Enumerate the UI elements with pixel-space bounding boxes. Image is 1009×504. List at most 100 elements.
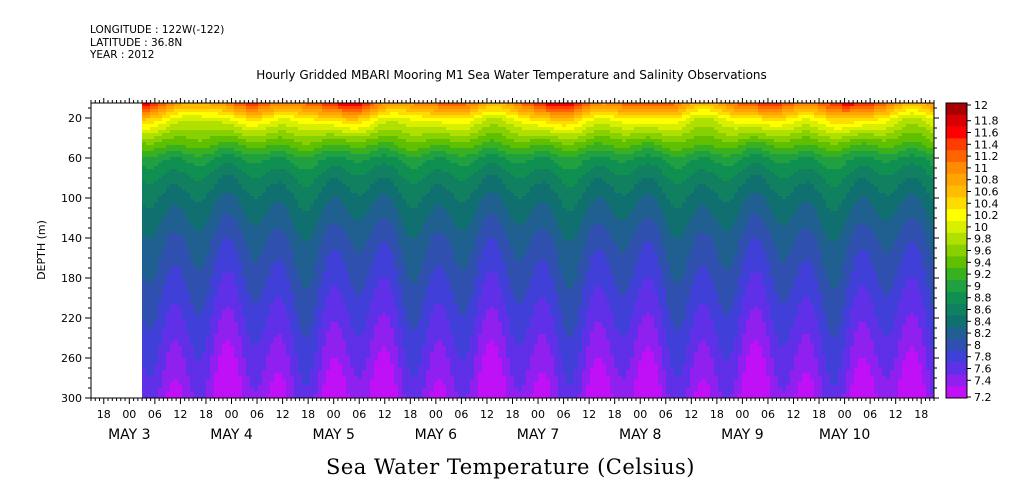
heatmap-cell [150, 205, 155, 209]
heatmap-cell [158, 130, 163, 134]
heatmap-cell [182, 268, 187, 272]
heatmap-cell [310, 190, 315, 194]
heatmap-cell [174, 379, 179, 383]
heatmap-cell [286, 244, 291, 248]
heatmap-cell [186, 304, 191, 308]
heatmap-cell [206, 328, 211, 332]
heatmap-cell [178, 268, 183, 272]
heatmap-cell [178, 187, 183, 191]
heatmap-cell [266, 130, 271, 134]
heatmap-cell [278, 340, 283, 344]
heatmap-cell [166, 370, 171, 374]
heatmap-cell [314, 355, 319, 359]
heatmap-cell [222, 376, 227, 380]
heatmap-cell [250, 307, 255, 311]
heatmap-cell [166, 283, 171, 287]
heatmap-cell [246, 394, 251, 398]
heatmap-cell [158, 112, 163, 116]
heatmap-cell [322, 274, 327, 278]
heatmap-cell [178, 250, 183, 254]
heatmap-cell [242, 355, 247, 359]
heatmap-cell [246, 238, 251, 242]
heatmap-cell [210, 202, 215, 206]
heatmap-cell [302, 370, 307, 374]
heatmap-cell [222, 289, 227, 293]
heatmap-cell [246, 274, 251, 278]
heatmap-cell [166, 247, 171, 251]
heatmap-cell [254, 265, 259, 269]
heatmap-cell [142, 241, 147, 245]
heatmap-cell [274, 352, 279, 356]
heatmap-cell [158, 331, 163, 335]
heatmap-cell [254, 376, 259, 380]
heatmap-cell [198, 127, 203, 131]
heatmap-cell [210, 340, 215, 344]
heatmap-cell [210, 169, 215, 173]
heatmap-cell [266, 163, 271, 167]
heatmap-cell [262, 376, 267, 380]
heatmap-cell [286, 316, 291, 320]
heatmap-cell [146, 169, 151, 173]
heatmap-cell [222, 175, 227, 179]
heatmap-cell [282, 202, 287, 206]
heatmap-cell [274, 190, 279, 194]
heatmap-cell [302, 331, 307, 335]
heatmap-cell [150, 133, 155, 137]
heatmap-cell [278, 229, 283, 233]
heatmap-cell [282, 178, 287, 182]
heatmap-cell [294, 286, 299, 290]
heatmap-cell [162, 232, 167, 236]
heatmap-cell [290, 172, 295, 176]
heatmap-cell [158, 286, 163, 290]
heatmap-cell [298, 106, 303, 110]
heatmap-cell [218, 334, 223, 338]
heatmap-cell [326, 130, 331, 134]
heatmap-cell [310, 151, 315, 155]
heatmap-cell [298, 376, 303, 380]
heatmap-cell [194, 268, 199, 272]
heatmap-cell [290, 145, 295, 149]
heatmap-cell [166, 136, 171, 140]
heatmap-cell [150, 187, 155, 191]
heatmap-cell [290, 391, 295, 395]
heatmap-cell [258, 241, 263, 245]
heatmap-cell [142, 154, 147, 158]
heatmap-cell [282, 199, 287, 203]
heatmap-cell [150, 337, 155, 341]
heatmap-cell [190, 199, 195, 203]
heatmap-cell [162, 163, 167, 167]
heatmap-cell [202, 106, 207, 110]
heatmap-cell [234, 319, 239, 323]
heatmap-cell [182, 220, 187, 224]
heatmap-cell [174, 325, 179, 329]
heatmap-cell [242, 391, 247, 395]
heatmap-cell [322, 280, 327, 284]
heatmap-cell [174, 289, 179, 293]
heatmap-cell [298, 370, 303, 374]
heatmap-cell [322, 325, 327, 329]
heatmap-cell [258, 193, 263, 197]
heatmap-cell [178, 160, 183, 164]
heatmap-cell [186, 154, 191, 158]
heatmap-cell [306, 328, 311, 332]
heatmap-cell [226, 334, 231, 338]
heatmap-cell [290, 241, 295, 245]
heatmap-cell [198, 115, 203, 119]
heatmap-cell [286, 166, 291, 170]
heatmap-cell [270, 106, 275, 110]
heatmap-cell [266, 394, 271, 398]
heatmap-cell [298, 247, 303, 251]
heatmap-cell [182, 343, 187, 347]
heatmap-cell [234, 148, 239, 152]
heatmap-cell [278, 112, 283, 116]
heatmap-cell [210, 331, 215, 335]
heatmap-cell [262, 343, 267, 347]
heatmap-cell [278, 211, 283, 215]
heatmap-cell [166, 223, 171, 227]
heatmap-cell [322, 295, 327, 299]
heatmap-cell [198, 103, 203, 107]
heatmap-cell [222, 211, 227, 215]
heatmap-cell [210, 175, 215, 179]
heatmap-cell [322, 118, 327, 122]
heatmap-cell [278, 265, 283, 269]
